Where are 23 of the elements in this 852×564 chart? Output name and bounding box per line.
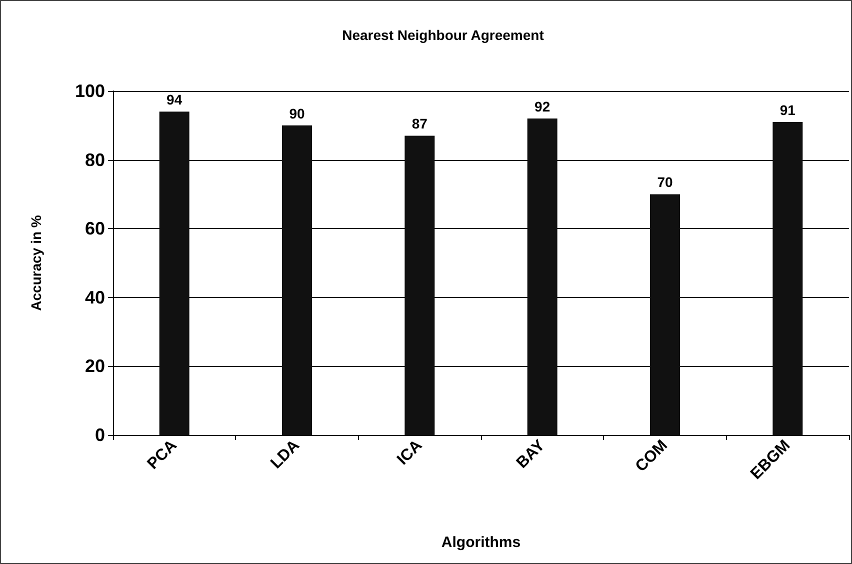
bar <box>527 118 558 435</box>
data-label: 90 <box>289 105 305 122</box>
data-label: 91 <box>780 102 796 118</box>
data-label: 94 <box>166 92 182 108</box>
bar <box>282 125 312 435</box>
y-axis-title: Accuracy in % <box>28 214 44 311</box>
y-tick-label: 20 <box>84 356 105 376</box>
y-tick-label: 80 <box>84 150 105 170</box>
bar <box>404 136 435 435</box>
x-tick-label: LDA <box>268 436 304 472</box>
y-tick-label: 40 <box>84 287 105 308</box>
data-label: 70 <box>657 174 673 190</box>
data-label: 87 <box>412 116 428 132</box>
y-tick-label: 0 <box>94 425 105 445</box>
x-tick-label: ICA <box>394 436 426 468</box>
data-label: 92 <box>534 98 550 115</box>
chart-title: Nearest Neighbour Agreement <box>342 27 544 43</box>
bar <box>650 194 680 435</box>
x-axis-title: Algorithms <box>441 534 521 551</box>
bar <box>159 112 190 435</box>
bar <box>772 122 803 435</box>
y-tick-label: 100 <box>74 81 105 101</box>
y-tick-label: 60 <box>84 218 105 239</box>
